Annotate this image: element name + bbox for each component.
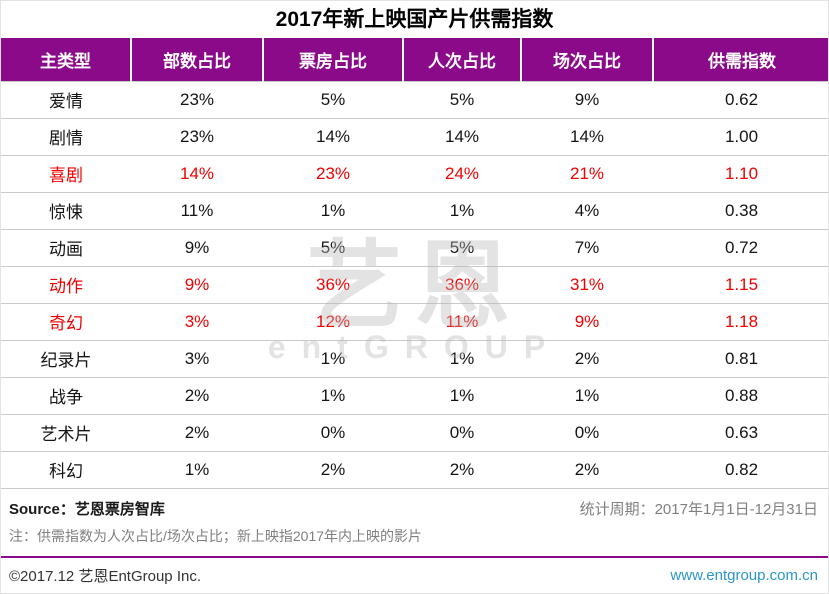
- statistics-period: 统计周期：2017年1月1日-12月31日: [579, 500, 818, 518]
- value-cell: 1%: [263, 339, 403, 377]
- column-header: 主类型: [1, 38, 132, 81]
- value-cell: 1%: [521, 376, 653, 414]
- column-header: 部数占比: [131, 38, 264, 81]
- table-row: 动画 9% 5% 5% 7% 0.72: [1, 228, 828, 266]
- value-cell: 1.00: [653, 117, 828, 155]
- category-cell: 科幻: [1, 450, 131, 489]
- value-cell: 1%: [403, 376, 521, 414]
- value-cell: 1.18: [653, 302, 828, 340]
- table-row: 喜剧 14% 23% 24% 21% 1.10: [1, 154, 828, 192]
- column-header: 票房占比: [263, 38, 404, 81]
- category-cell: 剧情: [1, 117, 131, 155]
- category-cell: 动作: [1, 265, 131, 303]
- value-cell: 1%: [263, 191, 403, 229]
- value-cell: 14%: [521, 117, 653, 155]
- table-row: 爱情 23% 5% 5% 9% 0.62: [1, 80, 828, 118]
- table-row: 科幻 1% 2% 2% 2% 0.82: [1, 450, 828, 489]
- footer-notes: Source：艺恩票房智库 统计周期：2017年1月1日-12月31日 注：供需…: [1, 489, 828, 546]
- bottom-bar: ©2017.12 艺恩EntGroup Inc. www.entgroup.co…: [1, 556, 828, 593]
- value-cell: 21%: [521, 154, 653, 192]
- value-cell: 31%: [521, 265, 653, 303]
- value-cell: 4%: [521, 191, 653, 229]
- category-cell: 惊悚: [1, 191, 131, 229]
- table-row: 奇幻 3% 12% 11% 9% 1.18: [1, 302, 828, 340]
- value-cell: 36%: [403, 265, 521, 303]
- value-cell: 0.88: [653, 376, 828, 414]
- value-cell: 11%: [131, 191, 263, 229]
- value-cell: 2%: [521, 450, 653, 489]
- value-cell: 1.15: [653, 265, 828, 303]
- value-cell: 2%: [403, 450, 521, 489]
- value-cell: 0.62: [653, 80, 828, 118]
- value-cell: 3%: [131, 339, 263, 377]
- table-row: 动作 9% 36% 36% 31% 1.15: [1, 265, 828, 303]
- category-cell: 战争: [1, 376, 131, 414]
- value-cell: 12%: [263, 302, 403, 340]
- column-header: 供需指数: [653, 38, 828, 81]
- value-cell: 2%: [521, 339, 653, 377]
- value-cell: 9%: [131, 228, 263, 266]
- value-cell: 23%: [131, 117, 263, 155]
- page-title: 2017年新上映国产片供需指数: [275, 8, 554, 31]
- category-cell: 喜剧: [1, 154, 131, 192]
- value-cell: 5%: [403, 80, 521, 118]
- table-row: 惊悚 11% 1% 1% 4% 0.38: [1, 191, 828, 229]
- value-cell: 23%: [131, 80, 263, 118]
- value-cell: 3%: [131, 302, 263, 340]
- value-cell: 0.63: [653, 413, 828, 451]
- value-cell: 5%: [263, 80, 403, 118]
- value-cell: 24%: [403, 154, 521, 192]
- value-cell: 0.38: [653, 191, 828, 229]
- column-header: 人次占比: [403, 38, 522, 81]
- value-cell: 9%: [521, 80, 653, 118]
- value-cell: 5%: [403, 228, 521, 266]
- value-cell: 36%: [263, 265, 403, 303]
- category-cell: 奇幻: [1, 302, 131, 340]
- supply-demand-table: 主类型 部数占比 票房占比 人次占比 场次占比 供需指数 爱情 23% 5% 5% 9% 0.62 剧…: [1, 38, 828, 489]
- value-cell: 0.72: [653, 228, 828, 266]
- category-cell: 艺术片: [1, 413, 131, 451]
- value-cell: 1%: [403, 191, 521, 229]
- value-cell: 1%: [263, 376, 403, 414]
- category-cell: 纪录片: [1, 339, 131, 377]
- table-row: 战争 2% 1% 1% 1% 0.88: [1, 376, 828, 414]
- definition-note: 注：供需指数为人次占比/场次占比；新上映指2017年内上映的影片: [9, 527, 423, 544]
- value-cell: 14%: [263, 117, 403, 155]
- source-label: Source：艺恩票房智库: [9, 500, 165, 518]
- value-cell: 2%: [263, 450, 403, 489]
- value-cell: 7%: [521, 228, 653, 266]
- value-cell: 0%: [263, 413, 403, 451]
- value-cell: 14%: [403, 117, 521, 155]
- value-cell: 2%: [131, 376, 263, 414]
- value-cell: 2%: [131, 413, 263, 451]
- value-cell: 1.10: [653, 154, 828, 192]
- value-cell: 9%: [131, 265, 263, 303]
- value-cell: 0%: [521, 413, 653, 451]
- category-cell: 爱情: [1, 80, 131, 118]
- value-cell: 23%: [263, 154, 403, 192]
- table-row: 剧情 23% 14% 14% 14% 1.00: [1, 117, 828, 155]
- table-header-row: 主类型 部数占比 票房占比 人次占比 场次占比 供需指数: [1, 38, 828, 81]
- value-cell: 0%: [403, 413, 521, 451]
- value-cell: 9%: [521, 302, 653, 340]
- table-row: 艺术片 2% 0% 0% 0% 0.63: [1, 413, 828, 451]
- value-cell: 5%: [263, 228, 403, 266]
- column-header: 场次占比: [521, 38, 654, 81]
- value-cell: 11%: [403, 302, 521, 340]
- value-cell: 0.81: [653, 339, 828, 377]
- value-cell: 0.82: [653, 450, 828, 489]
- category-cell: 动画: [1, 228, 131, 266]
- copyright-text: ©2017.12 艺恩EntGroup Inc.: [9, 568, 201, 585]
- value-cell: 1%: [131, 450, 263, 489]
- value-cell: 1%: [403, 339, 521, 377]
- website-link[interactable]: www.entgroup.com.cn: [670, 567, 818, 584]
- value-cell: 14%: [131, 154, 263, 192]
- table-row: 纪录片 3% 1% 1% 2% 0.81: [1, 339, 828, 377]
